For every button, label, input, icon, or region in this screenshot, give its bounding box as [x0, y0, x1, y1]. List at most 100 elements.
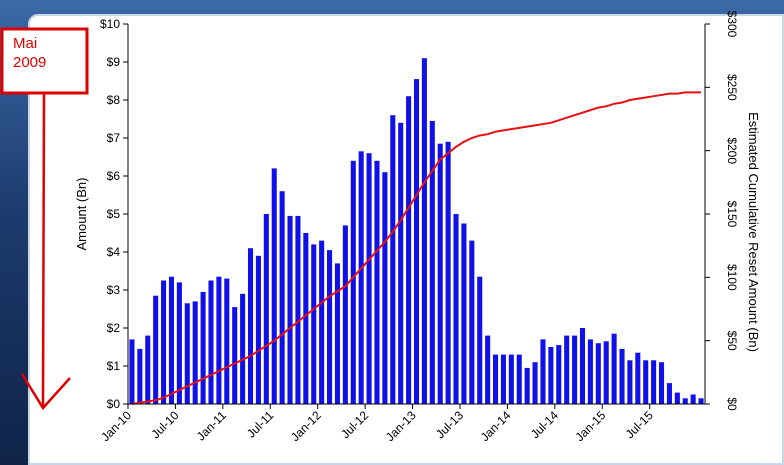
bar	[153, 295, 159, 404]
bar	[319, 240, 325, 404]
left-y-tick-label: $10	[100, 17, 120, 31]
bar	[659, 362, 665, 404]
x-tick-label: Jul-12	[338, 408, 371, 441]
x-tick-label: Jan-12	[288, 408, 324, 444]
bar	[651, 360, 657, 404]
right-y-tick-label: $250	[725, 74, 739, 101]
right-y-tick-label: $200	[725, 137, 739, 164]
bar	[564, 335, 570, 404]
bar	[184, 303, 190, 404]
x-tick-label: Jul-15	[623, 408, 656, 441]
cumulative-reset-line	[131, 91, 702, 405]
bar	[508, 354, 514, 404]
annotation-line-2: 2009	[13, 54, 46, 71]
bar	[303, 233, 309, 404]
bar	[682, 398, 688, 404]
x-tick-label: Jan-10	[98, 408, 134, 444]
bar	[232, 307, 238, 404]
bar-series	[129, 58, 704, 405]
date-annotation: Mai 2009	[0, 27, 89, 411]
right-y-tick-label: $0	[725, 397, 739, 411]
annotation-line-1: Mai	[13, 35, 37, 52]
bar	[334, 263, 340, 404]
bar	[540, 339, 546, 404]
bar	[240, 293, 246, 404]
x-tick-label: Jan-15	[573, 408, 609, 444]
left-y-tick-label: $6	[107, 169, 121, 183]
x-tick-label: Jan-11	[194, 408, 229, 443]
left-y-tick-label: $3	[107, 283, 121, 297]
right-y-tick-label: $300	[725, 11, 739, 38]
right-y-tick-label: $150	[725, 201, 739, 228]
left-y-tick-label: $1	[107, 359, 121, 373]
bar	[176, 282, 182, 404]
right-axis-title: Estimated Cumulative Reset Amount (Bn)	[746, 112, 761, 352]
bar	[493, 354, 499, 404]
x-ticks: Jan-10 Jul-10 Jan-11 Jul-11 Jan-12 Jul-12 Jan-…	[98, 404, 656, 444]
left-y-tick-label: $8	[107, 93, 121, 107]
bar	[350, 160, 356, 404]
bar	[279, 191, 285, 404]
bar	[611, 333, 617, 404]
bar	[224, 278, 230, 404]
bar	[311, 244, 317, 404]
bar	[635, 352, 641, 404]
annotation-arrow-head	[20, 373, 71, 411]
bar	[168, 276, 174, 404]
bar	[477, 276, 483, 404]
bar	[619, 348, 625, 404]
bar	[572, 335, 578, 404]
bar	[390, 115, 396, 404]
left-y-tick-label: $5	[107, 207, 121, 221]
bar	[327, 250, 333, 404]
bar	[461, 223, 467, 404]
bar	[295, 215, 301, 404]
annotation-box	[0, 27, 89, 95]
bar	[200, 291, 206, 404]
x-tick-label: Jan-13	[383, 408, 419, 444]
left-axis-title: Amount (Bn)	[74, 178, 89, 251]
bar	[674, 392, 680, 404]
x-tick-label: Jul-10	[149, 408, 182, 441]
bar	[690, 394, 696, 404]
bar	[145, 335, 151, 404]
bar	[548, 347, 554, 404]
x-tick-label: Jul-11	[244, 408, 277, 441]
left-y-tick-label: $9	[107, 55, 121, 69]
left-y-tick-label: $0	[107, 397, 121, 411]
bar	[500, 354, 506, 404]
bar	[643, 360, 649, 404]
bar	[666, 383, 672, 404]
bar	[421, 58, 427, 404]
bar	[366, 153, 372, 404]
bar	[374, 160, 380, 404]
right-y-tick-label: $100	[725, 264, 739, 291]
bar	[137, 348, 143, 404]
right-y-ticks: $0 $50 $100 $150 $200 $250 $300	[705, 11, 739, 411]
bar	[485, 335, 491, 404]
annotation-arrow-shaft	[41, 92, 46, 407]
bar	[453, 214, 459, 404]
bar	[532, 362, 538, 404]
bar	[129, 339, 135, 404]
left-y-ticks: $0 $1 $2 $3 $4 $5 $6 $7 $8 $9 $10	[100, 17, 128, 411]
bar	[579, 328, 586, 404]
bar	[437, 143, 443, 404]
bar	[445, 141, 451, 405]
bar	[216, 276, 222, 404]
bar	[247, 248, 254, 404]
bar	[698, 398, 704, 404]
bar	[516, 354, 522, 404]
bar	[469, 240, 475, 404]
line-series	[131, 91, 702, 405]
bar	[255, 255, 261, 404]
bar	[382, 172, 388, 404]
bar	[358, 151, 364, 404]
bar	[192, 301, 198, 404]
bar	[556, 345, 562, 404]
bar	[271, 168, 277, 404]
bar	[524, 367, 530, 404]
bar	[342, 225, 348, 404]
x-tick-label: Jul-14	[528, 408, 561, 441]
